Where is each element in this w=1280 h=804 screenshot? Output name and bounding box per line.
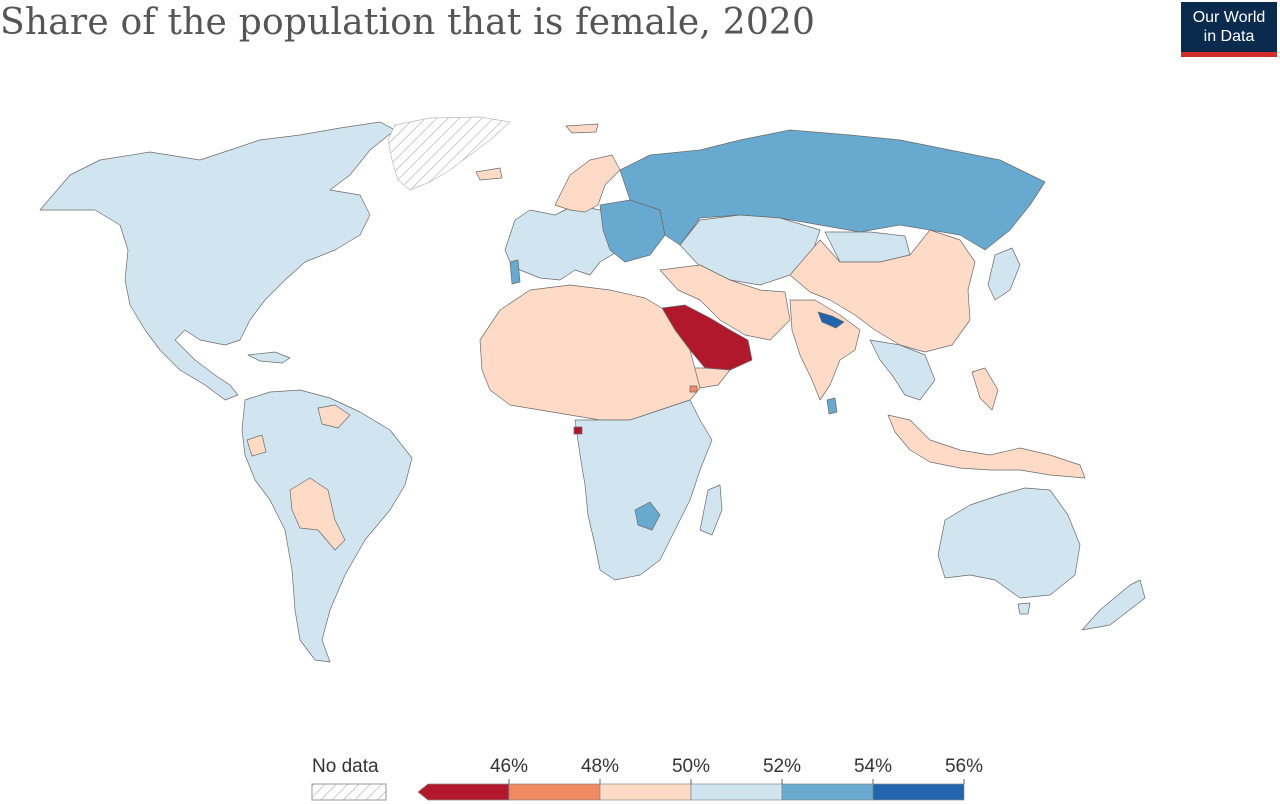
legend-colorbar: [417, 783, 965, 801]
region-zimbabwe[interactable]: [634, 501, 661, 531]
region-nepal[interactable]: [817, 311, 845, 329]
region-china[interactable]: [789, 229, 976, 353]
region-iceland[interactable]: [475, 167, 503, 181]
logo-line-2: in Data: [1203, 28, 1255, 45]
region-japan[interactable]: [987, 247, 1021, 301]
logo-line-1: Our World: [1192, 9, 1266, 26]
legend-tick-48: 48%: [580, 756, 620, 777]
region-sub-saharan-africa[interactable]: [574, 399, 713, 581]
region-australia[interactable]: [937, 487, 1081, 599]
region-indonesia[interactable]: [887, 414, 1086, 479]
region-ecuador[interactable]: [246, 434, 267, 457]
region-portugal[interactable]: [509, 259, 521, 285]
region-bolivia[interactable]: [289, 477, 346, 551]
region-equatorial-guinea[interactable]: [573, 426, 583, 435]
region-sri-lanka[interactable]: [826, 397, 838, 415]
legend-bin-46-48: [508, 783, 601, 801]
legend-bin-54-56: [872, 783, 965, 801]
region-mongolia[interactable]: [824, 231, 911, 263]
region-north-america[interactable]: [39, 121, 396, 401]
legend-tick-marks: [508, 779, 965, 784]
legend-bin-under-46: [417, 783, 510, 801]
owid-logo[interactable]: Our World in Data: [1181, 2, 1277, 57]
region-tasmania[interactable]: [1017, 602, 1031, 615]
region-new-zealand[interactable]: [1081, 579, 1146, 631]
region-middle-east[interactable]: [659, 264, 791, 341]
region-madagascar[interactable]: [699, 484, 723, 536]
legend-tick-54: 54%: [853, 756, 893, 777]
legend-bin-52-54: [781, 783, 874, 801]
region-caribbean[interactable]: [247, 351, 291, 364]
region-philippines[interactable]: [971, 367, 999, 411]
region-djibouti[interactable]: [689, 385, 698, 393]
region-svalbard[interactable]: [565, 123, 599, 134]
region-scandinavia[interactable]: [554, 154, 621, 213]
legend-tick-50: 50%: [671, 756, 711, 777]
region-europe[interactable]: [504, 204, 621, 281]
region-north-africa[interactable]: [479, 284, 701, 421]
legend-tick-56: 56%: [944, 756, 984, 777]
legend-tick-52: 52%: [762, 756, 802, 777]
legend-no-data-label: No data: [312, 756, 379, 777]
region-guyana[interactable]: [317, 404, 351, 429]
legend-no-data-swatch: [311, 783, 387, 801]
legend-tick-46: 46%: [489, 756, 529, 777]
region-southeast-asia[interactable]: [869, 339, 936, 401]
region-greenland[interactable]: [387, 116, 511, 191]
region-india[interactable]: [789, 299, 861, 401]
legend-bin-50-52: [690, 783, 783, 801]
page-title: Share of the population that is female, …: [0, 2, 816, 43]
legend-bin-48-50: [599, 783, 692, 801]
